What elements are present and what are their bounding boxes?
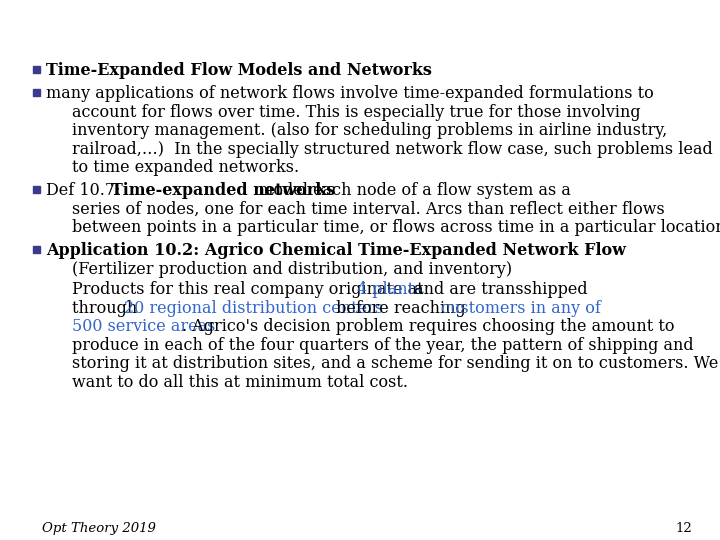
Text: between points in a particular time, or flows across time in a particular locati: between points in a particular time, or … (72, 219, 720, 237)
Text: railroad,…)  In the specially structured network flow case, such problems lead: railroad,…) In the specially structured … (72, 140, 713, 158)
Text: many applications of network flows involve time-expanded formulations to: many applications of network flows invol… (46, 85, 654, 102)
Text: 500 service areas: 500 service areas (72, 318, 215, 335)
Text: to time expanded networks.: to time expanded networks. (72, 159, 299, 176)
Text: produce in each of the four quarters of the year, the pattern of shipping and: produce in each of the four quarters of … (72, 337, 693, 354)
Bar (33, 246, 40, 253)
Text: Def 10.7:: Def 10.7: (46, 183, 125, 199)
Bar (33, 186, 40, 193)
Text: storing it at distribution sites, and a scheme for sending it on to customers. W: storing it at distribution sites, and a … (72, 355, 719, 372)
Text: Time-Expanded Flow Models and Networks: Time-Expanded Flow Models and Networks (46, 62, 432, 79)
Text: Time-expanded networks: Time-expanded networks (111, 183, 335, 199)
Text: model each node of a flow system as a: model each node of a flow system as a (253, 183, 571, 199)
Text: 20 regional distribution centers: 20 regional distribution centers (124, 300, 383, 317)
Text: inventory management. (also for scheduling problems in airline industry,: inventory management. (also for scheduli… (72, 122, 667, 139)
Text: and are transshipped: and are transshipped (409, 281, 588, 298)
Text: Opt Theory 2019: Opt Theory 2019 (42, 522, 156, 535)
Text: 12: 12 (675, 522, 692, 535)
Text: Products for this real company originate at: Products for this real company originate… (72, 281, 428, 298)
Bar (33, 89, 40, 96)
Text: series of nodes, one for each time interval. Arcs than reflect either flows: series of nodes, one for each time inter… (72, 201, 665, 218)
Text: before reaching: before reaching (331, 300, 471, 317)
Text: through: through (72, 300, 143, 317)
Text: account for flows over time. This is especially true for those involving: account for flows over time. This is esp… (72, 104, 641, 120)
Text: customers in any of: customers in any of (441, 300, 601, 317)
Text: 4 plants: 4 plants (357, 281, 423, 298)
Text: . Agrico's decision problem requires choosing the amount to: . Agrico's decision problem requires cho… (182, 318, 675, 335)
Text: Application 10.2: Agrico Chemical Time-Expanded Network Flow: Application 10.2: Agrico Chemical Time-E… (46, 242, 626, 259)
Text: want to do all this at minimum total cost.: want to do all this at minimum total cos… (72, 374, 408, 391)
Bar (33, 66, 40, 73)
Text: (Fertilizer production and distribution, and inventory): (Fertilizer production and distribution,… (72, 261, 512, 278)
